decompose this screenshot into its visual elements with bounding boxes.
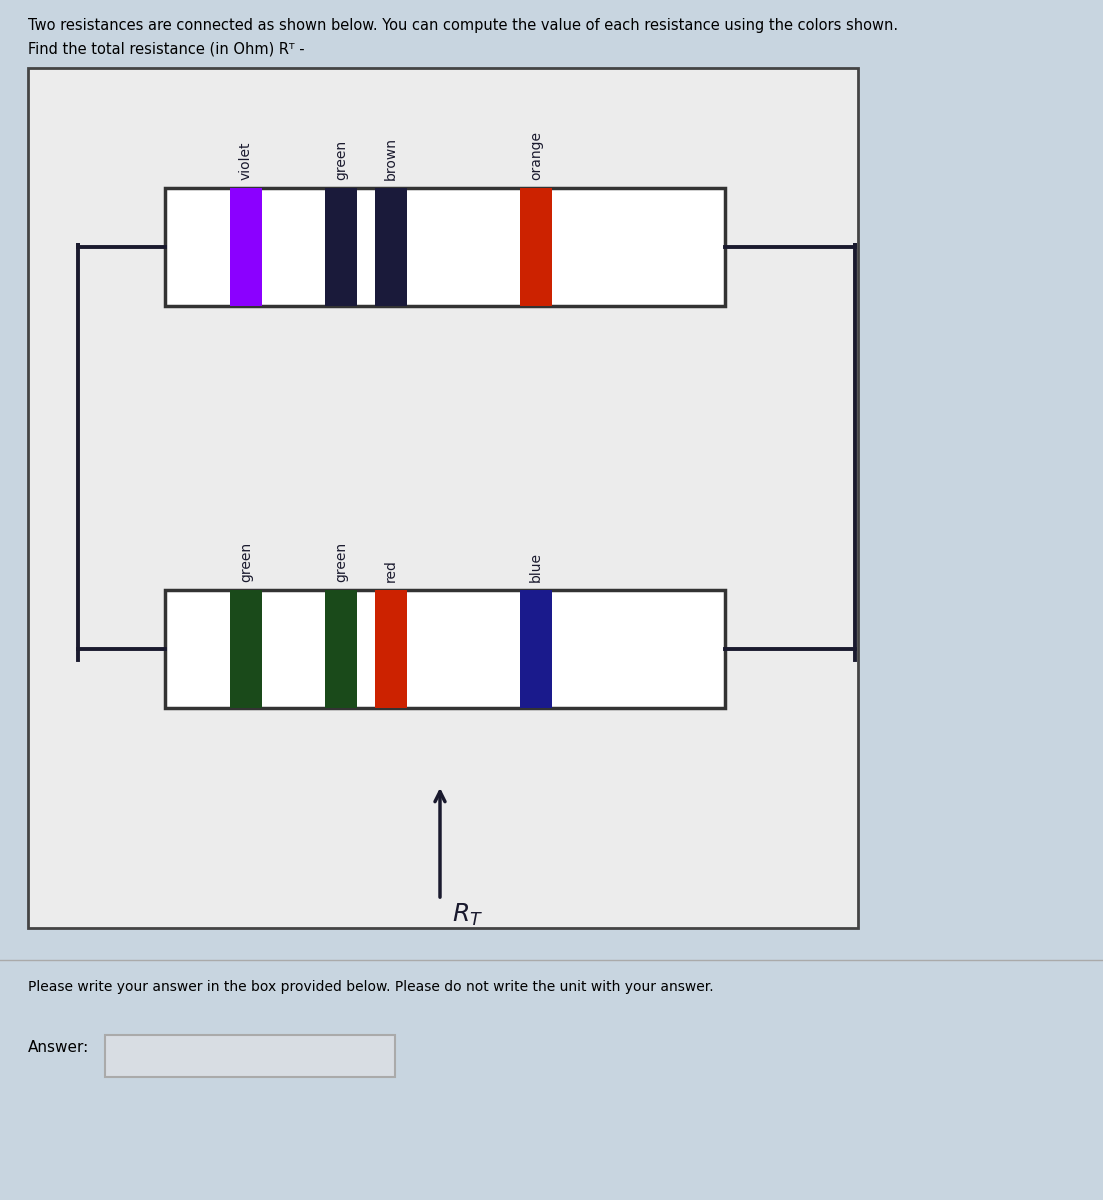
Bar: [520, 188, 552, 306]
Text: Please write your answer in the box provided below. Please do not write the unit: Please write your answer in the box prov…: [28, 980, 714, 994]
Bar: [231, 590, 263, 708]
Bar: [375, 590, 407, 708]
Bar: [520, 590, 552, 708]
Text: green: green: [239, 542, 253, 582]
Bar: [325, 590, 357, 708]
Bar: [28, 68, 858, 928]
Bar: [231, 188, 263, 306]
Text: violet: violet: [239, 142, 253, 180]
Bar: [325, 188, 357, 306]
Text: Answer:: Answer:: [28, 1040, 89, 1055]
Bar: [105, 1034, 395, 1078]
Text: brown: brown: [384, 137, 398, 180]
Text: green: green: [334, 140, 349, 180]
Text: orange: orange: [529, 131, 543, 180]
Text: Two resistances are connected as shown below. You can compute the value of each : Two resistances are connected as shown b…: [28, 18, 898, 32]
Bar: [165, 188, 725, 306]
Text: blue: blue: [529, 552, 543, 582]
Text: red: red: [384, 559, 398, 582]
Bar: [165, 590, 725, 708]
Text: Find the total resistance (in Ohm) Rᵀ -: Find the total resistance (in Ohm) Rᵀ -: [28, 42, 304, 56]
Text: green: green: [334, 542, 349, 582]
Bar: [375, 188, 407, 306]
Text: $R_T$: $R_T$: [452, 902, 483, 929]
